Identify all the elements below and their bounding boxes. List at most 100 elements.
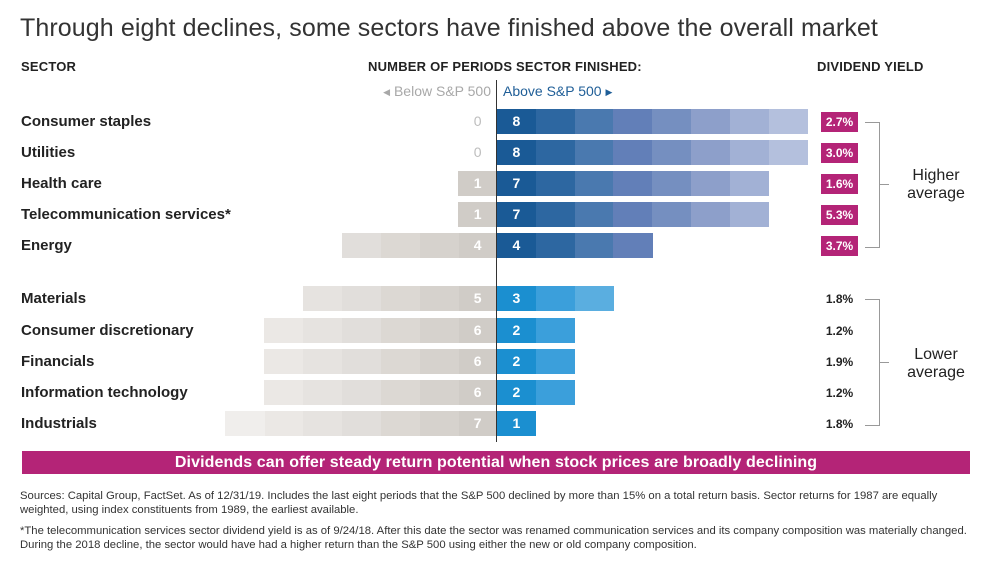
below-bar-segment bbox=[303, 286, 343, 311]
above-bar-segment bbox=[497, 202, 537, 227]
above-count-label: 2 bbox=[512, 353, 521, 369]
below-bar-segment bbox=[303, 411, 343, 436]
below-count-label: 6 bbox=[473, 322, 482, 338]
below-bar-segment bbox=[380, 286, 420, 311]
below-bar-segment bbox=[380, 318, 420, 343]
lower-average-label: Lower average bbox=[907, 346, 965, 381]
above-bar-segment bbox=[729, 140, 770, 165]
above-bar-segment bbox=[613, 233, 653, 258]
above-bar-segment bbox=[497, 286, 537, 311]
above-count-label: 8 bbox=[512, 144, 521, 160]
dividend-yield-value: 2.7% bbox=[821, 112, 858, 132]
key-takeaway-banner: Dividends can offer steady return potent… bbox=[22, 451, 970, 474]
above-bar-segment bbox=[613, 171, 653, 196]
left-arrow-icon: ◀ bbox=[383, 87, 391, 97]
above-count-label: 2 bbox=[512, 322, 521, 338]
dividend-yield-value: 5.3% bbox=[821, 205, 858, 225]
below-bar-segment bbox=[458, 233, 498, 258]
sector-row-telecommunication-services: Telecommunication services* 1 7 5.3% bbox=[0, 202, 1000, 227]
above-bar-segment bbox=[497, 318, 537, 343]
above-bar-segment bbox=[497, 171, 537, 196]
above-bar-segment bbox=[729, 171, 770, 196]
above-bar-segment bbox=[613, 109, 653, 134]
below-count-label: 1 bbox=[473, 175, 482, 191]
dividend-yield-value: 3.7% bbox=[821, 236, 858, 256]
sector-row-materials: Materials 5 3 1.8% bbox=[0, 286, 1000, 311]
below-bar-segment bbox=[458, 202, 498, 227]
above-bar-segment bbox=[535, 202, 576, 227]
below-bar-segment bbox=[225, 411, 265, 436]
below-bar-segment bbox=[341, 380, 382, 405]
above-bar-segment bbox=[497, 349, 537, 374]
below-count-label: 7 bbox=[473, 415, 482, 431]
above-bar-segment bbox=[535, 171, 576, 196]
below-bar-segment bbox=[458, 286, 498, 311]
above-bar-segment bbox=[497, 411, 537, 436]
above-count-label: 1 bbox=[512, 415, 521, 431]
higher-average-bracket-tick bbox=[880, 184, 889, 185]
below-bar-segment bbox=[419, 286, 459, 311]
sector-label: Consumer staples bbox=[21, 113, 152, 130]
above-bar-segment bbox=[574, 202, 614, 227]
sector-label: Telecommunication services* bbox=[21, 206, 231, 223]
higher-average-label: Higher average bbox=[907, 167, 965, 202]
sector-label: Energy bbox=[21, 237, 72, 254]
above-bar-segment bbox=[574, 233, 614, 258]
sector-label: Utilities bbox=[21, 144, 76, 161]
dividend-yield-column-header: DIVIDEND YIELD bbox=[817, 59, 924, 74]
above-bar-segment bbox=[729, 202, 770, 227]
above-bar-segment bbox=[691, 202, 731, 227]
above-count-label: 2 bbox=[512, 384, 521, 400]
above-count-label: 7 bbox=[512, 206, 521, 222]
above-bar-segment bbox=[729, 109, 770, 134]
sector-row-utilities: Utilities 0 8 3.0% bbox=[0, 140, 1000, 165]
below-bar-segment bbox=[341, 349, 382, 374]
sector-label: Information technology bbox=[21, 384, 188, 401]
below-bar-segment bbox=[303, 349, 343, 374]
sector-label: Materials bbox=[21, 290, 87, 307]
above-bar-segment bbox=[768, 109, 808, 134]
below-bar-segment bbox=[264, 380, 304, 405]
below-sp500-label: Below S&P 500 bbox=[393, 83, 491, 99]
below-bar-segment bbox=[419, 349, 459, 374]
below-count-label: 6 bbox=[473, 384, 482, 400]
below-bar-segment bbox=[458, 411, 498, 436]
chart-title: Through eight declines, some sectors hav… bbox=[20, 14, 878, 42]
above-bar-segment bbox=[574, 109, 614, 134]
periods-column-header: NUMBER OF PERIODS SECTOR FINISHED: bbox=[368, 59, 642, 74]
below-count-label: 5 bbox=[473, 290, 482, 306]
above-bar-segment bbox=[497, 109, 537, 134]
dividend-yield-value: 1.9% bbox=[825, 355, 854, 369]
sector-column-header: SECTOR bbox=[21, 59, 77, 74]
sector-row-energy: Energy 4 4 3.7% bbox=[0, 233, 1000, 258]
below-bar-segment bbox=[458, 171, 498, 196]
above-bar-segment bbox=[535, 286, 576, 311]
below-bar-segment bbox=[264, 411, 304, 436]
above-count-label: 3 bbox=[512, 290, 521, 306]
dividend-yield-value: 1.2% bbox=[825, 324, 854, 338]
sector-row-financials: Financials 6 2 1.9% bbox=[0, 349, 1000, 374]
below-bar-segment bbox=[419, 411, 459, 436]
below-count-label: 6 bbox=[473, 353, 482, 369]
below-bar-segment bbox=[380, 349, 420, 374]
sector-label: Financials bbox=[21, 353, 95, 370]
below-bar-segment bbox=[341, 286, 382, 311]
above-sp500-legend: Above S&P 500 ▶ bbox=[503, 83, 612, 99]
above-bar-segment bbox=[535, 233, 576, 258]
above-bar-segment bbox=[535, 109, 576, 134]
above-bar-segment bbox=[691, 140, 731, 165]
below-bar-segment bbox=[419, 318, 459, 343]
below-count-label: 0 bbox=[473, 113, 482, 129]
below-bar-segment bbox=[380, 380, 420, 405]
below-bar-segment bbox=[458, 380, 498, 405]
below-bar-segment bbox=[264, 349, 304, 374]
sector-row-health-care: Health care 1 7 1.6% bbox=[0, 171, 1000, 196]
above-bar-segment bbox=[613, 202, 653, 227]
above-bar-segment bbox=[535, 349, 576, 374]
higher-average-bracket bbox=[865, 122, 880, 248]
below-count-label: 4 bbox=[473, 237, 482, 253]
below-bar-segment bbox=[341, 233, 382, 258]
above-bar-segment bbox=[574, 171, 614, 196]
above-bar-segment bbox=[535, 318, 576, 343]
above-bar-segment bbox=[497, 140, 537, 165]
